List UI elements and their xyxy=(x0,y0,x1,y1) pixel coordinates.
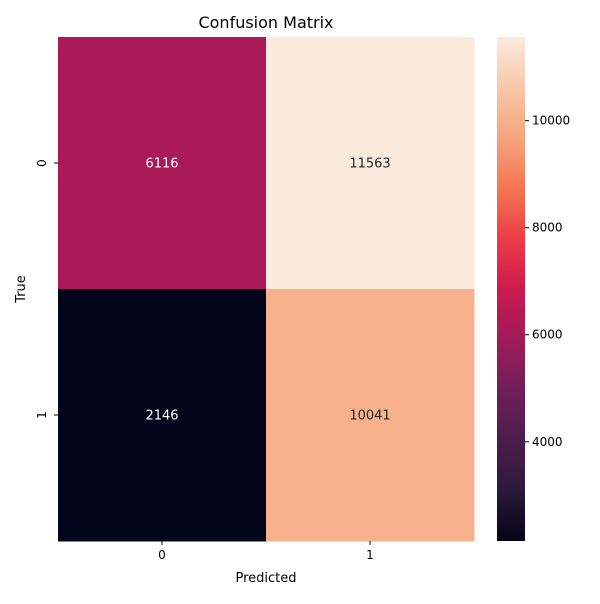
x-tick-label-1: 1 xyxy=(366,548,374,562)
y-tick-label-1: 1 xyxy=(35,411,49,419)
heatmap-cell-r0-c1 xyxy=(266,37,475,290)
heatmap-cell-r1-c0 xyxy=(58,289,267,542)
y-tick-label-0: 0 xyxy=(35,159,49,167)
x-tick-label-0: 0 xyxy=(158,548,166,562)
x-axis-label: Predicted xyxy=(235,571,296,586)
cell-value-label-r1-c1: 10041 xyxy=(349,409,390,424)
heatmap-cell-labels: 6116 11563 2146 10041 xyxy=(145,157,390,424)
cell-value-label-r0-c0: 6116 xyxy=(145,157,178,172)
cell-value-label-r1-c0: 2146 xyxy=(145,409,178,424)
heatmap-cell-r1-c1 xyxy=(266,289,475,542)
colorbar-tick-label-1: 6000 xyxy=(532,328,563,342)
colorbar-tick-label-0: 4000 xyxy=(532,435,563,449)
heatmap-cell-r0-c0 xyxy=(58,37,267,290)
colorbar-tick-label-2: 8000 xyxy=(532,221,563,235)
y-axis-ticks: 01 xyxy=(35,159,58,419)
heatmap-cells xyxy=(58,37,475,542)
colorbar xyxy=(497,37,525,541)
chart-title: Confusion Matrix xyxy=(198,13,333,32)
y-axis-label: True xyxy=(14,275,29,304)
colorbar-tick-label-3: 10000 xyxy=(532,114,570,128)
colorbar-ticks: 4000 6000 8000 10000 xyxy=(525,114,570,449)
cell-value-label-r0-c1: 11563 xyxy=(349,157,390,172)
